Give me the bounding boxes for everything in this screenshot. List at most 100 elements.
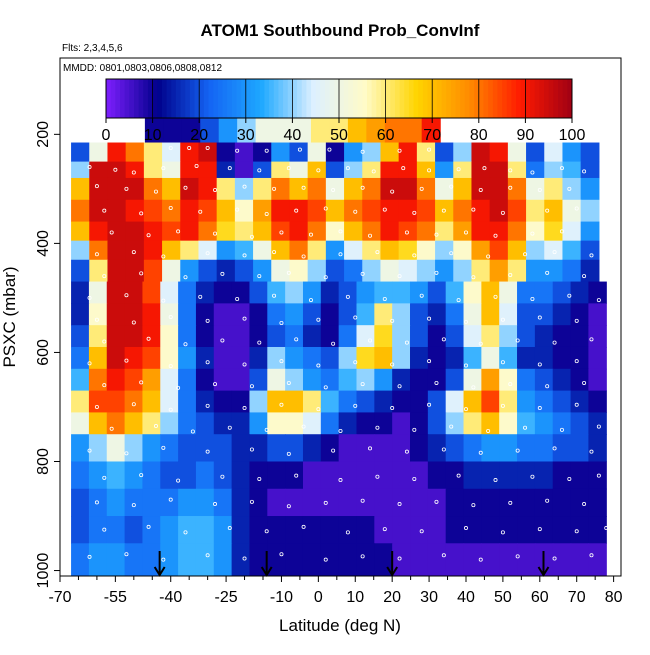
heatmap-cell [570, 543, 589, 576]
chart-title: ATOM1 Southbound Prob_ConvInf [201, 21, 480, 40]
colorbar-swatch [208, 79, 214, 118]
heatmap-cell [481, 368, 500, 392]
heatmap-cell [178, 368, 197, 392]
sample-point [493, 233, 498, 238]
sample-point [279, 359, 284, 364]
sample-point [139, 137, 144, 142]
flight-arrow [537, 551, 550, 577]
colorbar-swatch [129, 79, 135, 118]
sample-point [338, 478, 343, 483]
heatmap-cell [200, 117, 220, 144]
heatmap-cell [160, 461, 179, 490]
heatmap-cell [562, 177, 582, 201]
heatmap-cell [231, 516, 251, 544]
sample-point [456, 167, 461, 172]
heatmap-cell [231, 543, 251, 576]
sample-point [500, 403, 505, 408]
colorbar-swatch [133, 79, 140, 118]
sample-point [574, 359, 579, 364]
sample-point [523, 425, 528, 430]
heatmap-cell [142, 325, 161, 348]
heatmap-cell [178, 543, 197, 576]
heatmap-cell [234, 199, 254, 223]
sample-point [427, 316, 432, 321]
heatmap-cell [392, 461, 411, 490]
heatmap-cell [435, 199, 454, 223]
sample-point [589, 253, 594, 258]
sample-point [183, 275, 188, 280]
sample-point [301, 185, 306, 190]
heatmap-cell [489, 199, 509, 223]
heatmap-cell [71, 221, 90, 242]
sample-point [146, 336, 151, 341]
heatmap-cell [392, 412, 411, 435]
sample-point [338, 428, 343, 433]
heatmap-cell [195, 390, 215, 414]
heatmap-cell [178, 346, 197, 370]
sample-point [508, 168, 513, 173]
heatmap-cell [289, 142, 309, 163]
heatmap-cell [285, 303, 304, 326]
heatmap-cell [267, 434, 286, 463]
sample-point [272, 186, 277, 191]
heatmap-cell [416, 221, 436, 242]
heatmap-cell [416, 199, 436, 223]
heatmap-cell [445, 281, 465, 304]
colorbar-swatch [152, 79, 158, 118]
sample-point [279, 402, 284, 407]
heatmap-cell [588, 303, 607, 326]
heatmap-cell [249, 281, 268, 304]
heatmap-cell [320, 303, 340, 326]
sample-point [264, 427, 269, 432]
heatmap-cell [392, 390, 411, 414]
heatmap-cell [285, 325, 304, 348]
heatmap-cell [507, 161, 527, 179]
sample-point [412, 476, 417, 481]
sample-point [131, 250, 136, 255]
heatmap-cell [526, 221, 545, 242]
sample-point [183, 530, 188, 535]
flight-arrow [153, 551, 166, 577]
sample-point [242, 556, 247, 561]
heatmap-cell [356, 281, 375, 304]
sample-point [338, 252, 343, 257]
sample-point [397, 502, 402, 507]
heatmap-cell [143, 177, 163, 201]
sample-point [242, 316, 247, 321]
heatmap-cell [534, 434, 554, 463]
heatmap-cell [588, 346, 607, 370]
colorbar-swatch [259, 79, 265, 118]
colorbar-swatch [483, 79, 489, 118]
heatmap-cell [249, 325, 268, 348]
heatmap-cell [124, 543, 144, 576]
heatmap-cell [160, 346, 179, 370]
heatmap-cell [142, 281, 161, 304]
heatmap-cell [398, 259, 418, 283]
heatmap-cell [517, 516, 536, 544]
colorbar-tick-label: 0 [102, 127, 111, 144]
colorbar-swatch [278, 79, 284, 118]
heatmap-cell [285, 516, 304, 544]
heatmap-cell [526, 142, 545, 163]
heatmap-cell [142, 461, 161, 490]
sample-point [441, 447, 446, 452]
heatmap-cell [142, 303, 161, 326]
sample-point [471, 385, 476, 390]
sample-point [220, 474, 225, 479]
colorbar-tick-label: 50 [330, 127, 348, 144]
sample-point [124, 552, 129, 557]
heatmap-cell [180, 259, 200, 283]
sample-point [249, 499, 254, 504]
sample-point [463, 363, 468, 368]
heatmap-cell [216, 221, 236, 242]
heatmap-cell [160, 434, 179, 463]
heatmap-cell [198, 221, 218, 242]
sample-point [168, 205, 173, 210]
heatmap-cell [410, 543, 429, 576]
colorbar-swatch [469, 79, 475, 118]
heatmap-cell [534, 368, 554, 392]
sample-point [456, 473, 461, 478]
heatmap-cell [463, 390, 482, 414]
heatmap-cell [398, 199, 418, 223]
heatmap-cell [481, 488, 500, 517]
